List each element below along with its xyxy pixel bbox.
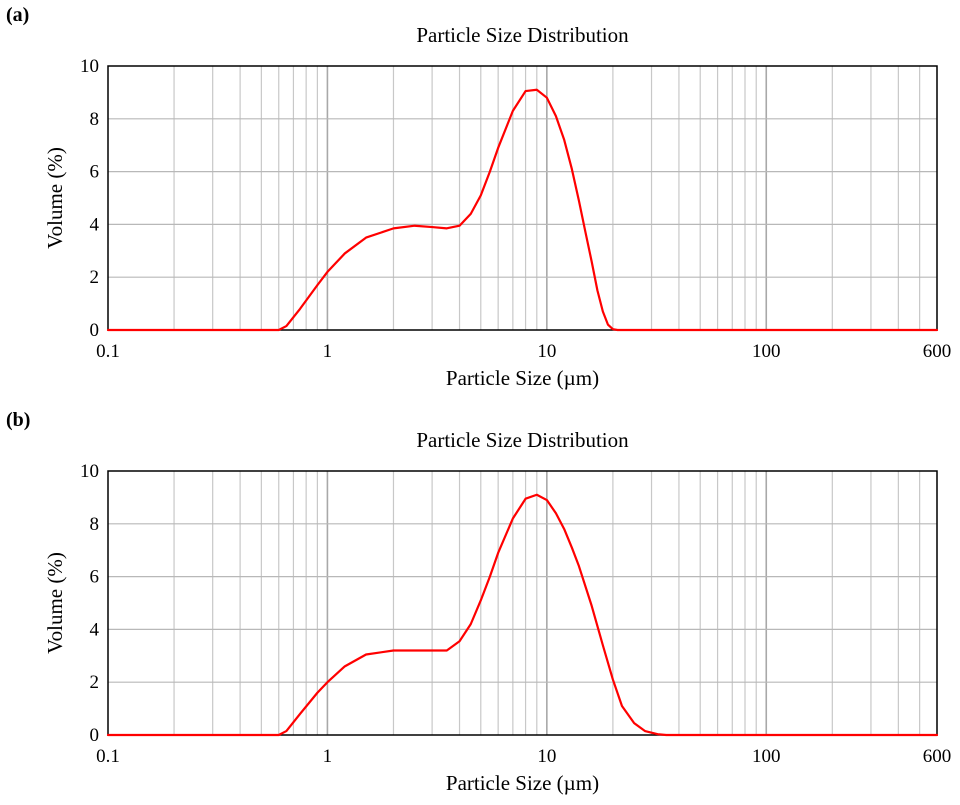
y-tick-label: 6 bbox=[90, 162, 100, 183]
chart-panel-a: (a) 0 2 4 6 8 10 0.1 1 10 100 600 Particle Size Dis… bbox=[0, 0, 960, 400]
panel-label: (a) bbox=[6, 4, 30, 26]
y-tick-label: 10 bbox=[80, 56, 99, 77]
x-tick-label: 0.1 bbox=[96, 746, 120, 767]
plot-frame bbox=[107, 470, 938, 736]
x-axis-label: Particle Size (µm) bbox=[446, 771, 599, 795]
x-tick-label: 100 bbox=[752, 746, 781, 767]
y-axis-label: Volume (%) bbox=[43, 552, 67, 654]
x-tick-label: 10 bbox=[537, 341, 556, 362]
y-tick-label: 8 bbox=[90, 514, 100, 535]
y-tick-label: 0 bbox=[90, 725, 100, 746]
y-tick-label: 4 bbox=[90, 619, 100, 640]
y-tick-label: 0 bbox=[90, 320, 100, 341]
x-tick-label: 600 bbox=[923, 746, 952, 767]
x-tick-label: 1 bbox=[323, 341, 333, 362]
x-axis-label: Particle Size (µm) bbox=[446, 366, 599, 390]
series-line bbox=[106, 493, 939, 737]
x-tick-label: 0.1 bbox=[96, 341, 120, 362]
y-tick-label: 2 bbox=[90, 267, 100, 288]
y-tick-label: 10 bbox=[80, 461, 99, 482]
chart-panel-b: (b) 0 2 4 6 8 10 0.1 1 10 100 600 Particle Size Dis… bbox=[0, 405, 960, 805]
chart-title: Particle Size Distribution bbox=[416, 23, 629, 47]
plot-frame bbox=[107, 65, 938, 331]
y-axis-label: Volume (%) bbox=[43, 147, 67, 249]
y-tick-label: 2 bbox=[90, 672, 100, 693]
panel-label: (b) bbox=[6, 409, 31, 431]
chart-a: 0 2 4 6 8 10 0.1 1 10 100 600 Particle Size Distrib… bbox=[43, 23, 952, 390]
x-tick-label: 1 bbox=[323, 746, 333, 767]
x-tick-label: 600 bbox=[923, 341, 952, 362]
chart-b: 0 2 4 6 8 10 0.1 1 10 100 600 Particle Size Distrib… bbox=[43, 428, 952, 795]
chart-title: Particle Size Distribution bbox=[416, 428, 629, 452]
x-tick-label: 10 bbox=[537, 746, 556, 767]
series-line bbox=[106, 88, 939, 332]
x-tick-label: 100 bbox=[752, 341, 781, 362]
y-tick-label: 6 bbox=[90, 567, 100, 588]
y-tick-label: 8 bbox=[90, 109, 100, 130]
y-tick-label: 4 bbox=[90, 214, 100, 235]
